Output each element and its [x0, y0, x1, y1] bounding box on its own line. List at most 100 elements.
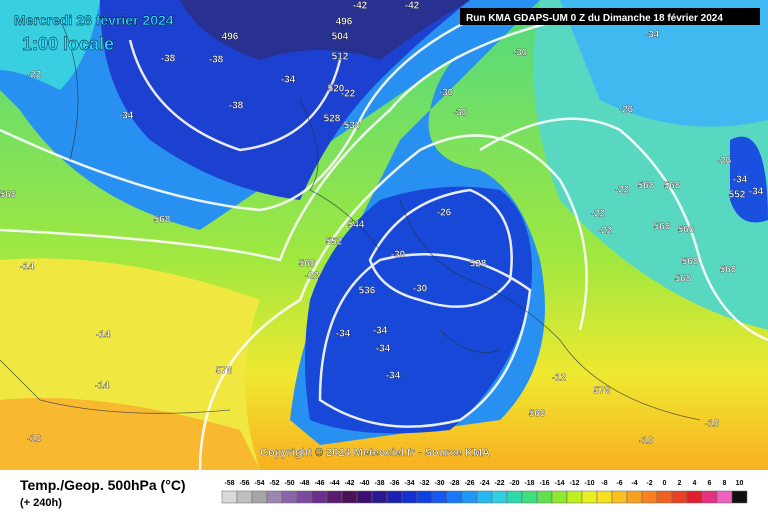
contour-label: 568 — [154, 215, 171, 226]
run-box — [460, 8, 760, 25]
legend-label: -4 — [631, 480, 637, 487]
legend-swatch — [431, 490, 448, 504]
footer-title: Temp./Geop. 500hPa (°C) — [20, 477, 186, 493]
legend-label: -20 — [509, 480, 519, 487]
legend-label: 0 — [663, 480, 667, 487]
legend-label: -28 — [449, 480, 459, 487]
legend-label: -40 — [359, 480, 369, 487]
contour-label: -14 — [96, 330, 111, 341]
legend-swatch — [626, 490, 643, 504]
contour-label: -14 — [95, 381, 110, 392]
contour-label: -34 — [749, 187, 764, 198]
legend-swatch — [386, 490, 403, 504]
time: 1:00 locale — [22, 34, 114, 54]
contour-label: 552 — [729, 190, 746, 201]
legend-label: -6 — [616, 480, 622, 487]
legend-label: -32 — [419, 480, 429, 487]
legend-label: -58 — [224, 480, 234, 487]
legend-label: -16 — [539, 480, 549, 487]
contour-label: -22 — [341, 89, 356, 100]
contour-label: -30 — [513, 48, 528, 59]
legend-swatch — [221, 490, 238, 504]
contour-label: -34 — [386, 371, 401, 382]
contour-label: 536 — [344, 121, 361, 132]
legend-swatch — [536, 490, 553, 504]
contour-label: 552 — [326, 237, 343, 248]
contour-label: 504 — [332, 32, 349, 43]
contour-label: -34 — [645, 30, 660, 41]
legend-label: 10 — [736, 480, 744, 487]
legend-label: -2 — [646, 480, 652, 487]
date: Mercredi 28 février 2024 — [14, 12, 174, 28]
contour-label: -38 — [229, 101, 244, 112]
legend-swatch — [656, 490, 673, 504]
contour-label: -10 — [639, 436, 654, 447]
legend-swatch — [311, 490, 328, 504]
contour-label: 560 — [299, 259, 316, 270]
contour-label: 536 — [359, 286, 376, 297]
contour-label: 528 — [470, 259, 487, 270]
contour-label: -26 — [437, 208, 452, 219]
legend-label: -18 — [524, 480, 534, 487]
legend-swatch — [701, 490, 718, 504]
contour-label: -34 — [336, 329, 351, 340]
legend-label: -30 — [434, 480, 444, 487]
contour-label: -22 — [305, 271, 320, 282]
contour-label: 568 — [675, 274, 692, 285]
legend-swatch — [641, 490, 658, 504]
legend-label: -10 — [584, 480, 594, 487]
legend-label: -48 — [299, 480, 309, 487]
footer-lead: (+ 240h) — [20, 497, 62, 509]
contour-label: -34 — [373, 326, 388, 337]
legend-swatch — [356, 490, 373, 504]
contour-label: 528 — [324, 114, 341, 125]
contour-label: 576 — [216, 366, 233, 377]
contour-label: 568 — [654, 222, 671, 233]
legend-swatch — [401, 490, 418, 504]
contour-label: -10 — [705, 419, 720, 430]
legend-label: 8 — [723, 480, 727, 487]
legend-label: -38 — [374, 480, 384, 487]
contour-label: -42 — [405, 1, 420, 12]
legend-swatch — [416, 490, 433, 504]
legend-swatch — [551, 490, 568, 504]
contour-label: -22 — [598, 226, 613, 237]
legend-label: -46 — [314, 480, 324, 487]
legend-label: -50 — [284, 480, 294, 487]
contour-label: -10 — [27, 434, 42, 445]
legend-swatch — [731, 490, 748, 504]
legend: -58 -56 -54 -52 -50 -48 -46 -44 -42 -40 -38 -36 -34-… — [221, 480, 748, 504]
legend-label: 4 — [693, 480, 697, 487]
contour-label: 568 — [682, 257, 699, 268]
contour-label: -26 — [619, 105, 634, 116]
contour-label: 568 — [664, 181, 681, 192]
legend-label: -22 — [494, 480, 504, 487]
legend-swatch — [506, 490, 523, 504]
contour-label: 568 — [0, 190, 17, 201]
legend-label: 2 — [678, 480, 682, 487]
legend-label: -54 — [254, 480, 264, 487]
contour-label: 568 — [638, 181, 655, 192]
contour-label: -30 — [413, 284, 428, 295]
contour-label: -42 — [353, 1, 368, 12]
contour-label: -12 — [552, 373, 567, 384]
legend-label: 6 — [708, 480, 712, 487]
legend-label: -12 — [569, 480, 579, 487]
legend-swatch — [671, 490, 688, 504]
legend-swatch — [581, 490, 598, 504]
contour-label: 520 — [328, 84, 345, 95]
legend-label: -56 — [239, 480, 249, 487]
legend-label: -26 — [464, 480, 474, 487]
legend-label: -34 — [404, 480, 414, 487]
legend-label: -36 — [389, 480, 399, 487]
legend-swatch — [371, 490, 388, 504]
legend-swatch — [521, 490, 538, 504]
legend-swatch — [716, 490, 733, 504]
legend-swatch — [491, 490, 508, 504]
legend-swatch — [236, 490, 253, 504]
contour-label: -22 — [591, 209, 606, 220]
contour-label: -26 — [717, 156, 732, 167]
contour-label: -30 — [453, 108, 468, 119]
